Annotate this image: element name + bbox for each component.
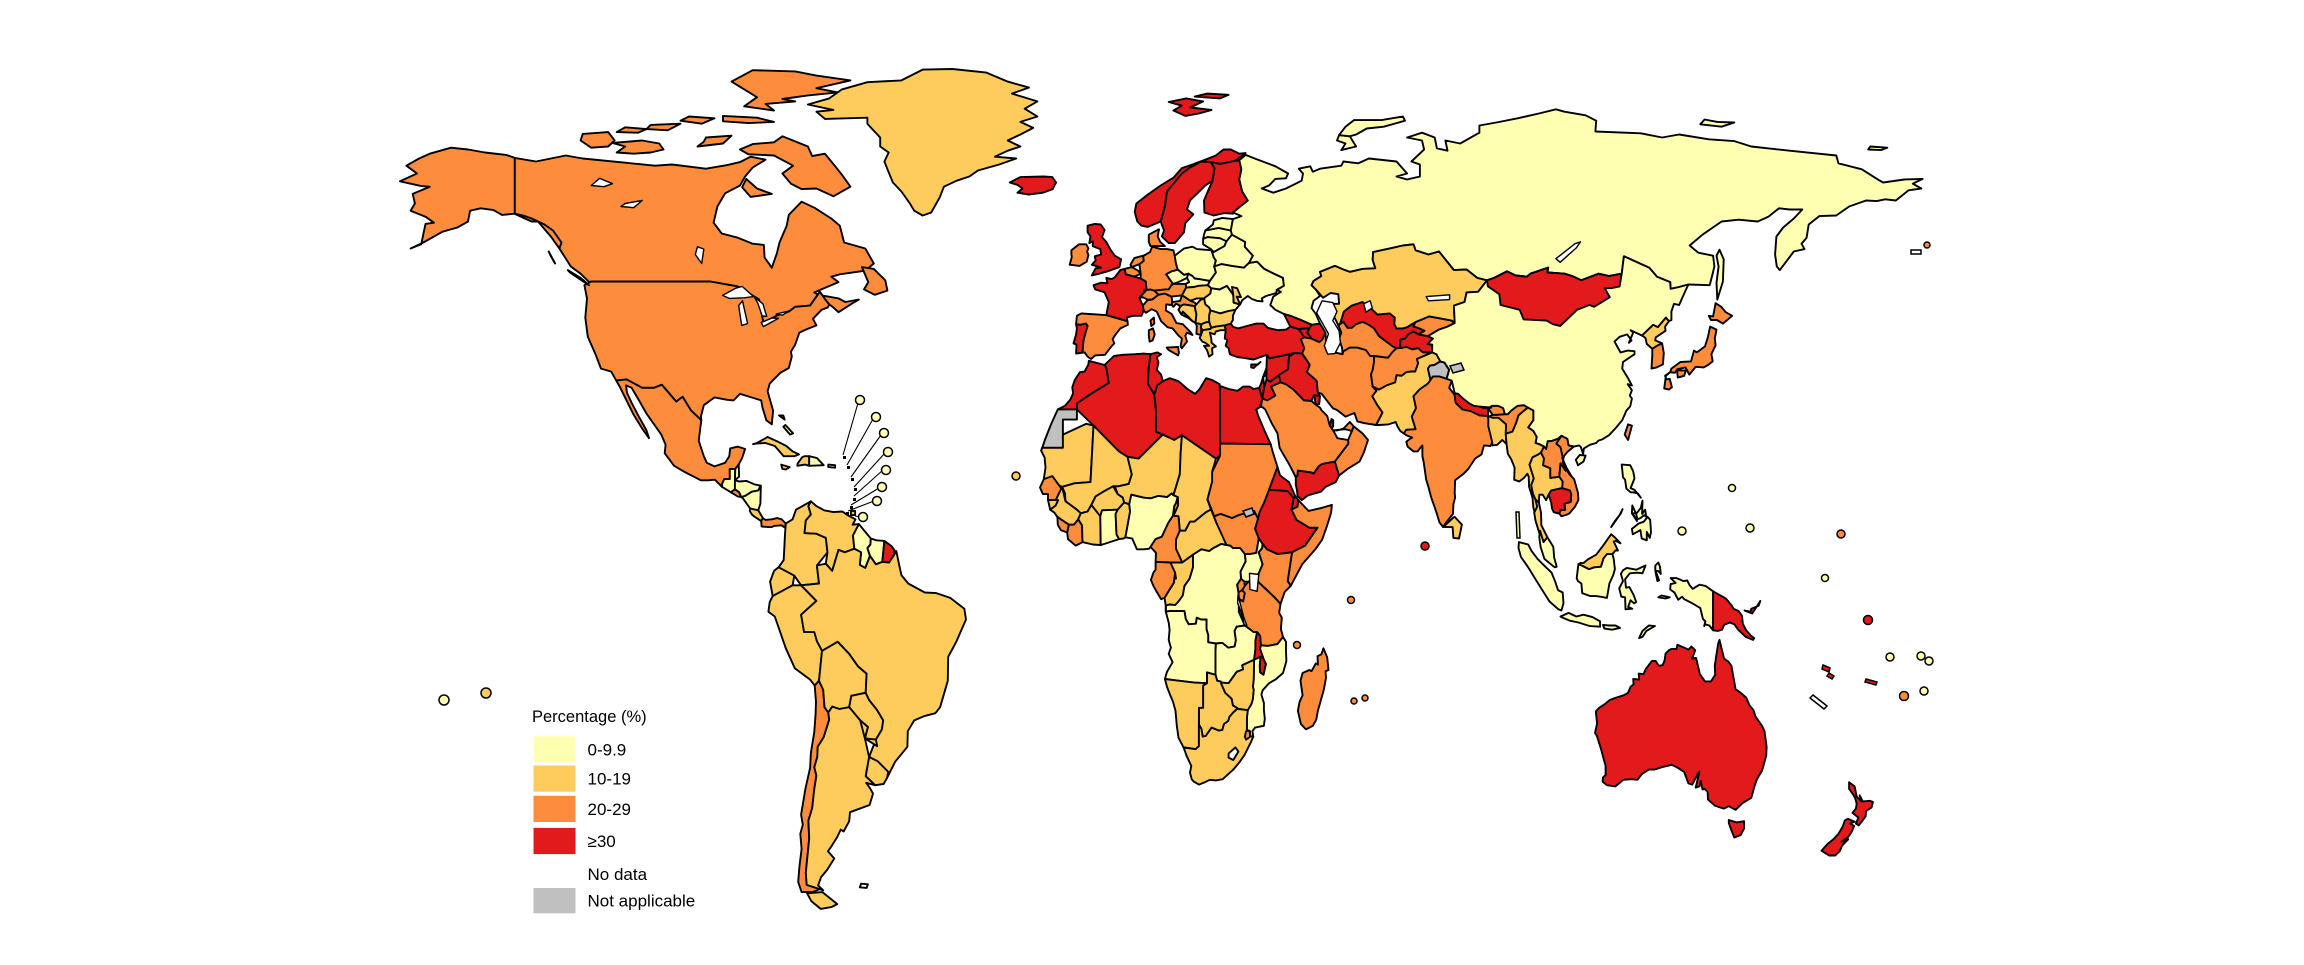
svg-text:≥30: ≥30: [588, 832, 616, 851]
svg-text:No data: No data: [588, 865, 648, 884]
svg-text:10-19: 10-19: [588, 770, 631, 789]
svg-text:20-29: 20-29: [588, 800, 631, 819]
svg-text:Not applicable: Not applicable: [588, 892, 696, 911]
svg-text:Percentage (%): Percentage (%): [532, 708, 647, 726]
svg-text:0-9.9: 0-9.9: [588, 740, 627, 759]
